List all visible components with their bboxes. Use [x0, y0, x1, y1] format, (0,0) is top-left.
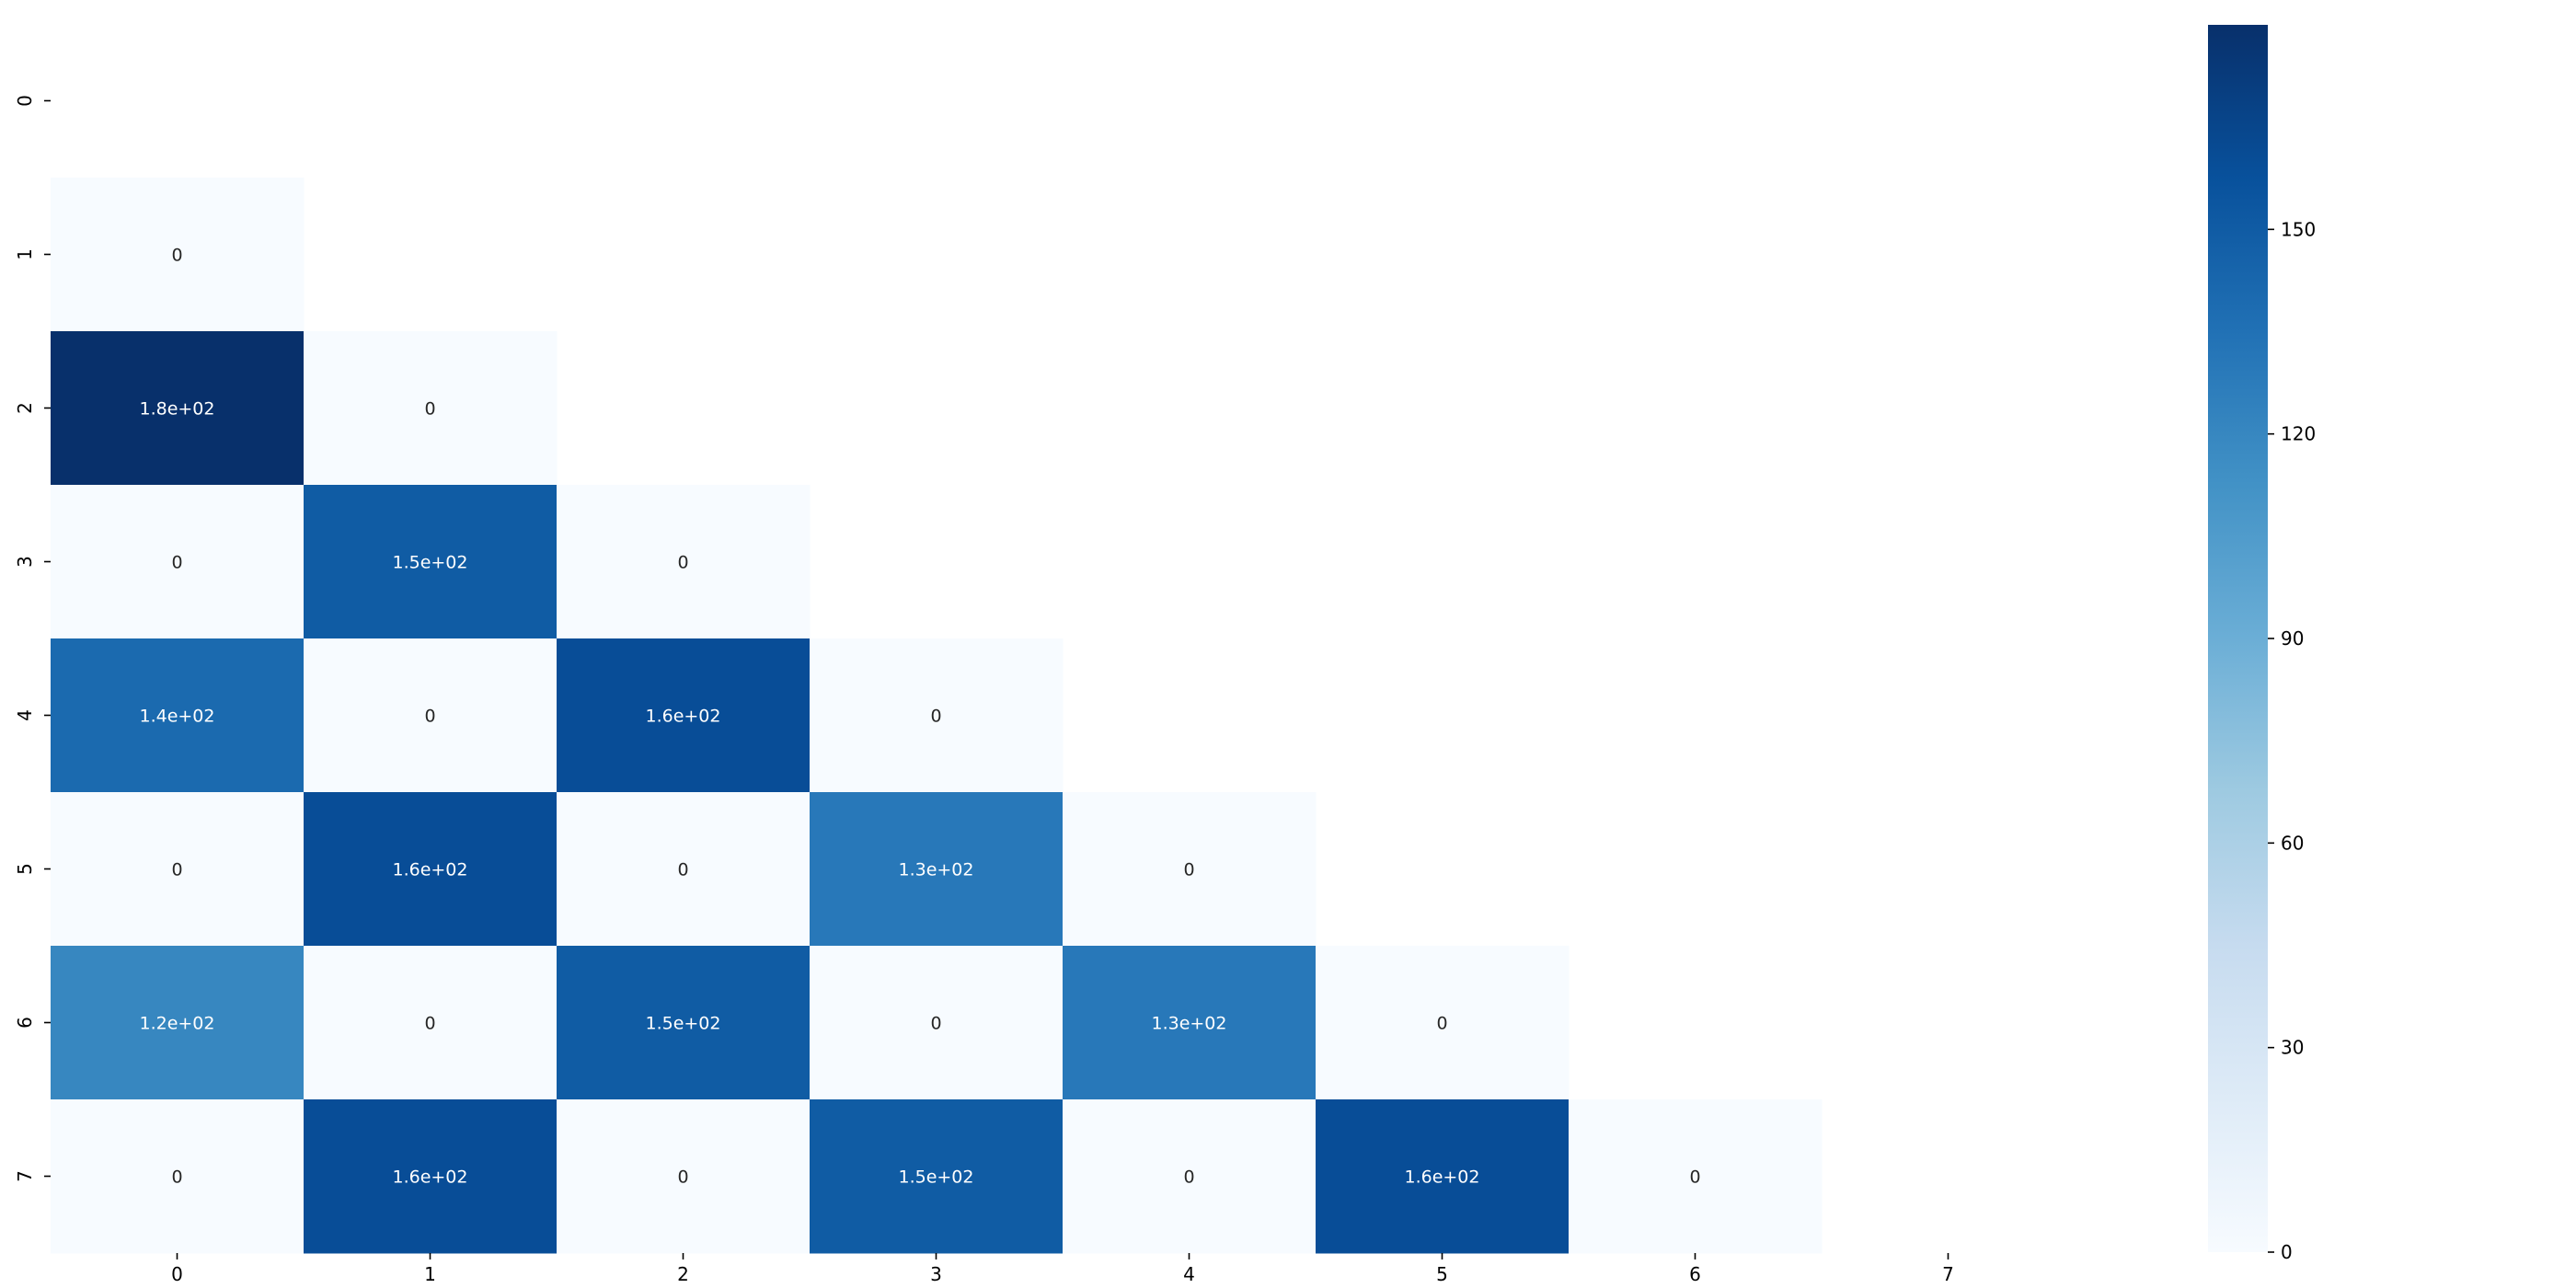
heatmap-cell	[1316, 946, 1570, 1100]
cell-value-label: 1.5e+02	[898, 1167, 973, 1188]
heatmap-cell	[304, 946, 558, 1100]
cell-value-label: 1.3e+02	[1151, 1014, 1226, 1034]
y-tick-label: 1	[14, 248, 36, 260]
x-tick-label: 4	[1183, 1263, 1195, 1285]
cell-value-label: 0	[1183, 860, 1194, 880]
colorbar: 0 30 60 90 120 150	[2208, 25, 2316, 1263]
x-axis: 0 1 2 3 4 5 6 7	[171, 1253, 1954, 1285]
heatmap-cells	[51, 178, 1823, 1254]
colorbar-tick-label: 0	[2281, 1241, 2293, 1263]
heatmap-cell	[304, 331, 558, 486]
y-tick-label: 5	[14, 863, 36, 875]
cell-value-label: 0	[171, 246, 182, 266]
heatmap-cell	[51, 485, 305, 639]
cell-value-label: 1.3e+02	[898, 860, 973, 880]
heatmap-cell	[51, 178, 305, 332]
heatmap-cell	[557, 485, 811, 639]
heatmap-cell	[810, 638, 1064, 793]
y-tick-label: 3	[14, 556, 36, 568]
cell-value-label: 0	[677, 860, 688, 880]
x-tick-label: 7	[1942, 1263, 1954, 1285]
cell-value-label: 1.5e+02	[645, 1014, 720, 1034]
cell-value-label: 0	[1183, 1167, 1194, 1188]
heatmap-cell	[51, 331, 305, 486]
heatmap-cell	[1063, 1099, 1317, 1254]
heatmap-cell	[1316, 1099, 1570, 1254]
heatmap-cell	[51, 946, 305, 1100]
heatmap-cell	[51, 1099, 305, 1254]
heatmap-cell	[810, 1099, 1064, 1254]
x-tick-label: 2	[677, 1263, 689, 1285]
cell-value-label: 1.2e+02	[139, 1014, 214, 1034]
cell-value-label: 0	[424, 707, 435, 727]
heatmap-cell	[304, 485, 558, 639]
colorbar-tick-label: 150	[2281, 218, 2316, 240]
cell-value-label: 1.6e+02	[392, 1167, 467, 1188]
y-tick-label: 6	[14, 1017, 36, 1029]
x-tick-label: 3	[930, 1263, 942, 1285]
colorbar-tick-label: 30	[2281, 1037, 2304, 1059]
heatmap-cell	[304, 638, 558, 793]
x-tick-label: 5	[1436, 1263, 1448, 1285]
heatmap-cell	[810, 792, 1064, 947]
cell-value-label: 0	[1436, 1014, 1447, 1034]
cell-value-label: 0	[1689, 1167, 1700, 1188]
heatmap-cell	[51, 638, 305, 793]
cell-value-label: 0	[424, 1014, 435, 1034]
heatmap-cell	[557, 946, 811, 1100]
y-tick-label: 7	[14, 1170, 36, 1182]
cell-value-label: 0	[171, 1167, 182, 1188]
cell-value-label: 0	[171, 860, 182, 880]
x-tick-label: 1	[424, 1263, 436, 1285]
heatmap-cell	[557, 638, 811, 793]
y-axis: 0 1 2 3 4 5 6 7	[14, 95, 51, 1182]
colorbar-tick-label: 90	[2281, 627, 2304, 650]
x-tick-label: 0	[171, 1263, 183, 1285]
cell-value-label: 0	[930, 1014, 941, 1034]
heatmap-cell	[1569, 1099, 1823, 1254]
cell-value-label: 0	[677, 1167, 688, 1188]
cell-value-label: 1.6e+02	[1404, 1167, 1479, 1188]
heatmap-cell	[810, 946, 1064, 1100]
heatmap-cell	[557, 1099, 811, 1254]
cell-value-label: 1.6e+02	[645, 707, 720, 727]
cell-value-label: 0	[677, 553, 688, 573]
cell-value-label: 1.8e+02	[139, 399, 214, 420]
cell-value-label: 0	[424, 399, 435, 420]
colorbar-tick-label: 60	[2281, 832, 2304, 854]
y-tick-label: 2	[14, 402, 36, 414]
cell-value-label: 0	[171, 553, 182, 573]
heatmap-cell	[304, 792, 558, 947]
heatmap-cell	[1063, 946, 1317, 1100]
cell-value-label: 1.5e+02	[392, 553, 467, 573]
heatmap-cell-labels: 0 1.8e+02 0 0 1.5e+02 0 1.4e+02 0 1.6e+02 0 0 1.6e+…	[139, 246, 1700, 1188]
colorbar-gradient	[2208, 25, 2268, 1252]
cell-value-label: 0	[930, 707, 941, 727]
y-tick-label: 0	[14, 95, 36, 107]
cell-value-label: 1.6e+02	[392, 860, 467, 880]
cell-value-label: 1.4e+02	[139, 707, 214, 727]
y-tick-label: 4	[14, 709, 36, 721]
heatmap-cell	[1063, 792, 1317, 947]
x-tick-label: 6	[1689, 1263, 1701, 1285]
heatmap-cell	[557, 792, 811, 947]
colorbar-tick-label: 120	[2281, 423, 2316, 445]
heatmap-cell	[51, 792, 305, 947]
heatmap-cell	[304, 1099, 558, 1254]
